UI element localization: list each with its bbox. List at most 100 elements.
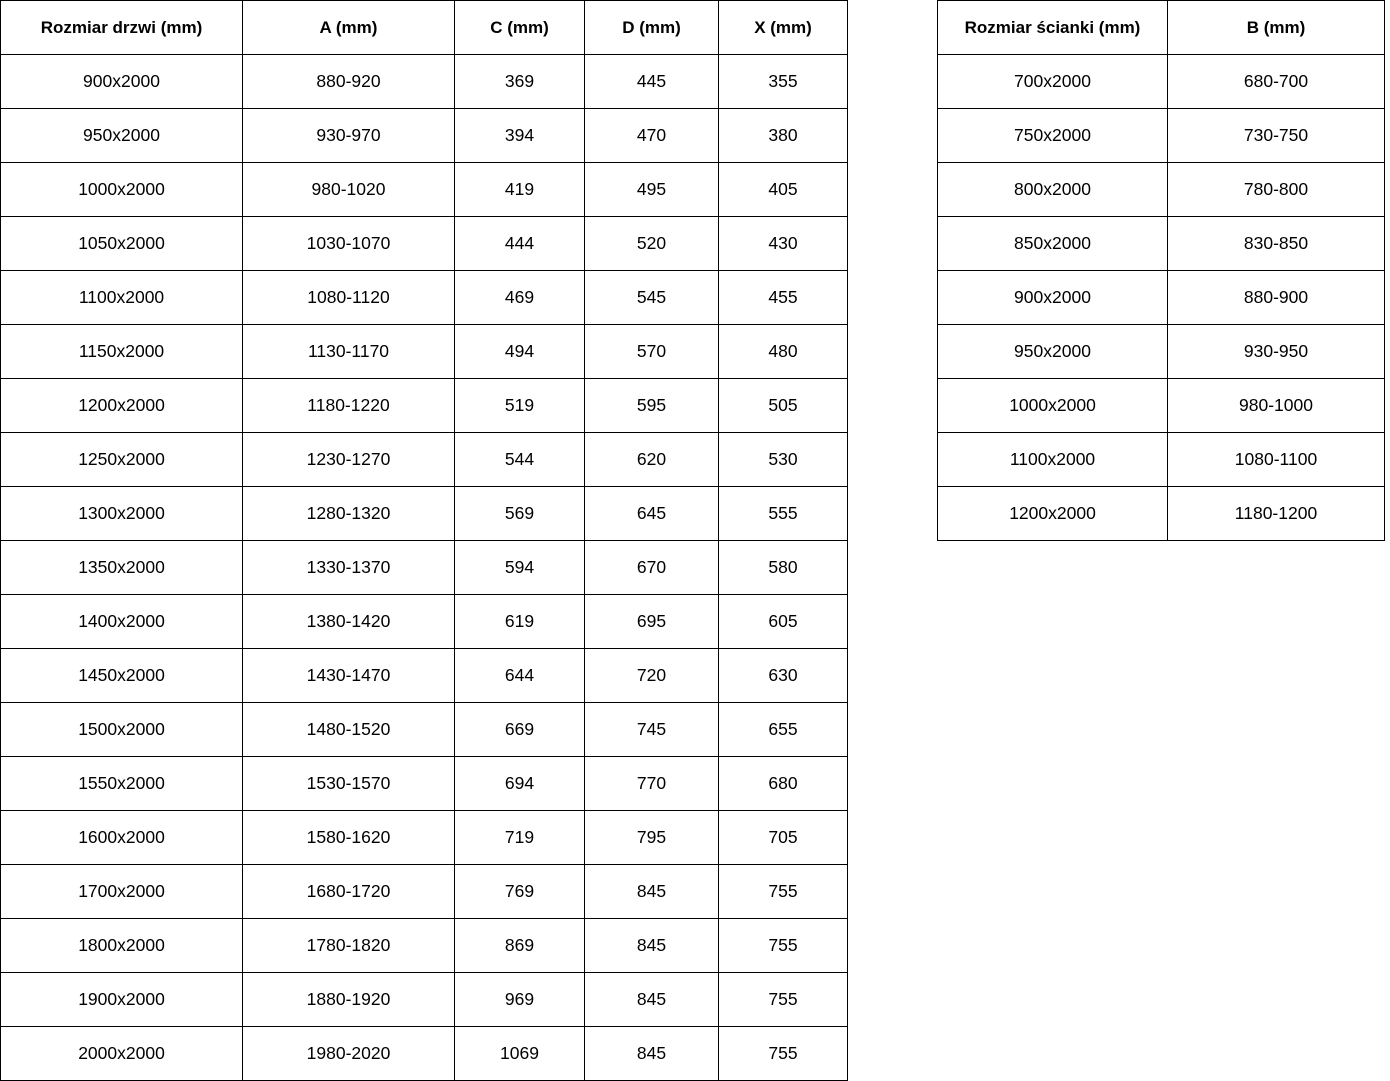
table-cell: 594 bbox=[454, 540, 585, 595]
table-cell: 520 bbox=[584, 216, 719, 271]
table-cell: 719 bbox=[454, 810, 585, 865]
table-cell: 455 bbox=[718, 270, 848, 325]
table-cell: 880-920 bbox=[242, 54, 455, 109]
table-cell: 1430-1470 bbox=[242, 648, 455, 703]
table-cell: 980-1020 bbox=[242, 162, 455, 217]
table-cell: 680-700 bbox=[1167, 54, 1385, 109]
table-cell: 1150x2000 bbox=[0, 324, 243, 379]
table-row: 1000x2000 980-1020 419 495 405 bbox=[0, 162, 848, 217]
table-cell: 1600x2000 bbox=[0, 810, 243, 865]
table-cell: 1580-1620 bbox=[242, 810, 455, 865]
table-cell: 930-950 bbox=[1167, 324, 1385, 379]
table-row: 900x2000 880-920 369 445 355 bbox=[0, 54, 848, 109]
table-cell: 1500x2000 bbox=[0, 702, 243, 757]
table-cell: 1530-1570 bbox=[242, 756, 455, 811]
table-cell: 1180-1200 bbox=[1167, 486, 1385, 541]
table-cell: 1400x2000 bbox=[0, 594, 243, 649]
table-cell: 1680-1720 bbox=[242, 864, 455, 919]
table-cell: 1050x2000 bbox=[0, 216, 243, 271]
table-cell: 1080-1100 bbox=[1167, 432, 1385, 487]
table-cell: 845 bbox=[584, 864, 719, 919]
table-cell: 705 bbox=[718, 810, 848, 865]
table-cell: 769 bbox=[454, 864, 585, 919]
table-cell: 694 bbox=[454, 756, 585, 811]
table-cell: 605 bbox=[718, 594, 848, 649]
table-cell: 630 bbox=[718, 648, 848, 703]
table-cell: 850x2000 bbox=[937, 216, 1168, 271]
table-cell: 795 bbox=[584, 810, 719, 865]
wall-size-table-body: 700x2000 680-700 750x2000 730-750 800x2000 78… bbox=[937, 54, 1385, 541]
table-cell: 619 bbox=[454, 594, 585, 649]
table-cell: 530 bbox=[718, 432, 848, 487]
table-cell: 770 bbox=[584, 756, 719, 811]
table-cell: 969 bbox=[454, 972, 585, 1027]
table-cell: 394 bbox=[454, 108, 585, 163]
table-cell: 950x2000 bbox=[937, 324, 1168, 379]
door-size-table-header: Rozmiar drzwi (mm) A (mm) C (mm) D (mm) X (m… bbox=[0, 0, 848, 55]
table-row: 1050x2000 1030-1070 444 520 430 bbox=[0, 216, 848, 271]
table-cell: 750x2000 bbox=[937, 108, 1168, 163]
table-row: 1500x2000 1480-1520 669 745 655 bbox=[0, 702, 848, 757]
table-row: 1450x2000 1430-1470 644 720 630 bbox=[0, 648, 848, 703]
table-cell: 419 bbox=[454, 162, 585, 217]
table-cell: 555 bbox=[718, 486, 848, 541]
table-cell: 845 bbox=[584, 918, 719, 973]
table-cell: 505 bbox=[718, 378, 848, 433]
table-cell: 845 bbox=[584, 1026, 719, 1081]
table-cell: 1069 bbox=[454, 1026, 585, 1081]
table-cell: 669 bbox=[454, 702, 585, 757]
table-row: 900x2000 880-900 bbox=[937, 270, 1385, 325]
table-cell: 1180-1220 bbox=[242, 378, 455, 433]
door-size-table-body: 900x2000 880-920 369 445 355 950x2000 930-970 3… bbox=[0, 54, 848, 1081]
table-cell: 1100x2000 bbox=[937, 432, 1168, 487]
column-header: Rozmiar ścianki (mm) bbox=[937, 0, 1168, 55]
table-cell: 980-1000 bbox=[1167, 378, 1385, 433]
table-cell: 780-800 bbox=[1167, 162, 1385, 217]
column-header: X (mm) bbox=[718, 0, 848, 55]
table-cell: 1030-1070 bbox=[242, 216, 455, 271]
table-row: 1150x2000 1130-1170 494 570 480 bbox=[0, 324, 848, 379]
table-row: 1800x2000 1780-1820 869 845 755 bbox=[0, 918, 848, 973]
table-cell: 830-850 bbox=[1167, 216, 1385, 271]
table-cell: 695 bbox=[584, 594, 719, 649]
table-cell: 1450x2000 bbox=[0, 648, 243, 703]
table-cell: 1250x2000 bbox=[0, 432, 243, 487]
table-cell: 444 bbox=[454, 216, 585, 271]
table-row: 1000x2000 980-1000 bbox=[937, 378, 1385, 433]
table-cell: 544 bbox=[454, 432, 585, 487]
table-cell: 620 bbox=[584, 432, 719, 487]
table-cell: 645 bbox=[584, 486, 719, 541]
table-cell: 355 bbox=[718, 54, 848, 109]
table-cell: 1200x2000 bbox=[937, 486, 1168, 541]
table-cell: 755 bbox=[718, 864, 848, 919]
table-row: 950x2000 930-950 bbox=[937, 324, 1385, 379]
table-cell: 494 bbox=[454, 324, 585, 379]
table-cell: 1880-1920 bbox=[242, 972, 455, 1027]
table-row: 1100x2000 1080-1100 bbox=[937, 432, 1385, 487]
table-row: 1400x2000 1380-1420 619 695 605 bbox=[0, 594, 848, 649]
table-cell: 1280-1320 bbox=[242, 486, 455, 541]
table-cell: 950x2000 bbox=[0, 108, 243, 163]
table-cell: 1780-1820 bbox=[242, 918, 455, 973]
table-row: 1700x2000 1680-1720 769 845 755 bbox=[0, 864, 848, 919]
table-cell: 730-750 bbox=[1167, 108, 1385, 163]
table-cell: 1130-1170 bbox=[242, 324, 455, 379]
column-header: Rozmiar drzwi (mm) bbox=[0, 0, 243, 55]
table-cell: 720 bbox=[584, 648, 719, 703]
table-cell: 569 bbox=[454, 486, 585, 541]
table-cell: 2000x2000 bbox=[0, 1026, 243, 1081]
table-row: 1600x2000 1580-1620 719 795 705 bbox=[0, 810, 848, 865]
table-cell: 1300x2000 bbox=[0, 486, 243, 541]
table-cell: 1200x2000 bbox=[0, 378, 243, 433]
table-cell: 1000x2000 bbox=[937, 378, 1168, 433]
table-cell: 595 bbox=[584, 378, 719, 433]
table-cell: 369 bbox=[454, 54, 585, 109]
table-cell: 800x2000 bbox=[937, 162, 1168, 217]
table-cell: 495 bbox=[584, 162, 719, 217]
wall-size-table-header: Rozmiar ścianki (mm) B (mm) bbox=[937, 0, 1385, 55]
table-row: 1350x2000 1330-1370 594 670 580 bbox=[0, 540, 848, 595]
table-cell: 469 bbox=[454, 270, 585, 325]
table-cell: 445 bbox=[584, 54, 719, 109]
table-row: 950x2000 930-970 394 470 380 bbox=[0, 108, 848, 163]
table-cell: 745 bbox=[584, 702, 719, 757]
